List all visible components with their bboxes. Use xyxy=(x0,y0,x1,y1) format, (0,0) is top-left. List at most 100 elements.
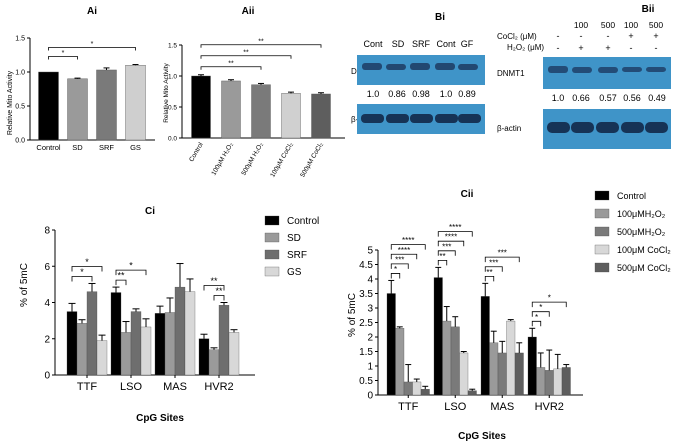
bar xyxy=(506,320,516,396)
chart-title: Aii xyxy=(242,6,255,17)
bar xyxy=(251,84,271,139)
significance-bracket xyxy=(71,276,93,282)
actin-bands xyxy=(547,122,668,133)
ratio: 0.49 xyxy=(648,93,666,103)
band xyxy=(410,114,433,123)
bar xyxy=(208,349,220,376)
band xyxy=(435,63,455,70)
treatment-mark: + xyxy=(653,31,658,41)
significance-bracket xyxy=(48,56,78,60)
significance-label: *** xyxy=(498,249,507,258)
bar xyxy=(86,291,98,376)
chart-ci: Ci % of 5mC CpG Sites 0 2 4 6 8 TTF LSO MAS HVR2… xyxy=(19,206,319,424)
bar xyxy=(480,296,490,396)
significance-bracket xyxy=(115,269,147,276)
treatment-mark: + xyxy=(578,43,583,53)
bar xyxy=(433,277,443,396)
bar xyxy=(420,389,430,396)
lane-label: SD xyxy=(392,39,405,49)
y-tick-label: 4 xyxy=(44,298,50,309)
legend-label: 500μM CoCl₂ xyxy=(617,263,671,273)
y-tick-label: 0.5 xyxy=(15,103,25,110)
conc-label: 500 xyxy=(601,20,615,30)
x-tick-label: 100μM CoCl₂ xyxy=(269,141,295,178)
x-tick-label: TTF xyxy=(398,401,418,413)
band xyxy=(362,63,382,70)
bar xyxy=(198,338,210,376)
y-tick-label: 4.5 xyxy=(359,260,373,271)
band xyxy=(410,63,430,70)
bar xyxy=(544,370,554,396)
significance-bracket xyxy=(531,320,542,327)
conc-label: 100 xyxy=(574,20,588,30)
band xyxy=(435,114,458,123)
significance-label: *** xyxy=(442,242,451,251)
y-tick-label: 5 xyxy=(367,246,373,257)
bar xyxy=(228,332,240,376)
lane-label: GF xyxy=(461,39,474,49)
legend-swatch xyxy=(594,244,610,255)
y-tick-label: 6 xyxy=(44,262,50,273)
significance-bracket xyxy=(115,279,127,286)
treatment-mark: - xyxy=(557,31,560,41)
significance-bracket xyxy=(390,273,401,279)
bar xyxy=(386,293,396,396)
significance-label: * xyxy=(91,41,94,48)
legend-label: 100μMH₂O₂ xyxy=(617,209,666,219)
bar xyxy=(140,326,152,376)
blot-title: Bii xyxy=(642,4,655,15)
bar xyxy=(221,80,241,139)
bar xyxy=(67,78,88,141)
significance-bracket xyxy=(437,240,465,247)
cocl2-label: CoCl₂ (μM) xyxy=(497,32,537,41)
treatment-mark: - xyxy=(580,31,583,41)
significance-label: * xyxy=(535,313,538,322)
chart-body: 0.0 0.5 1.0 1.5 Control 100μM H₂O₂ 500μM H₂O₂ 1… xyxy=(168,38,345,179)
significance-bracket xyxy=(390,253,418,260)
significance-label: * xyxy=(85,257,89,267)
band xyxy=(386,114,409,123)
ratio: 0.89 xyxy=(458,89,476,99)
x-axis-label: CpG Sites xyxy=(458,431,506,442)
blot-bi: Bi Cont SD SRF Cont GF DNMT1 1.0 0.86 0.… xyxy=(351,12,485,134)
y-tick-label: 0 xyxy=(367,391,373,402)
ratio: 1.0 xyxy=(440,89,453,99)
bar xyxy=(527,336,537,396)
legend-swatch xyxy=(594,208,610,219)
ratio: 0.86 xyxy=(388,89,406,99)
significance-label: * xyxy=(548,294,551,303)
significance-label: * xyxy=(80,267,84,277)
significance-bracket xyxy=(437,260,448,266)
treatment-mark: + xyxy=(605,43,610,53)
significance-bracket xyxy=(390,244,426,250)
legend-label: SD xyxy=(287,233,301,244)
cocl2-row: - - - + + xyxy=(557,31,659,41)
significance-bracket xyxy=(48,47,136,51)
significance-bracket xyxy=(390,263,409,269)
legend-swatch xyxy=(264,249,280,260)
bar xyxy=(191,75,211,139)
x-tick-label: GS xyxy=(130,143,141,152)
bar xyxy=(38,71,59,141)
band xyxy=(596,122,619,133)
y-tick-label: 1 xyxy=(367,362,373,373)
significance-label: **** xyxy=(398,246,410,255)
y-tick-label: 8 xyxy=(44,226,50,237)
significance-label: *** xyxy=(395,255,404,264)
chart-body: 0.0 0.5 1.0 1.5 Control SD SRF GS * * xyxy=(15,35,155,152)
band xyxy=(386,64,406,70)
protein-label: DNMT1 xyxy=(497,69,525,78)
y-tick-label: 0.0 xyxy=(168,135,177,142)
significance-label: * xyxy=(394,265,397,274)
significance-bracket xyxy=(203,285,225,291)
legend-swatch xyxy=(594,190,610,201)
y-tick-label: 4 xyxy=(367,275,373,286)
bar xyxy=(561,367,571,396)
significance-bracket xyxy=(484,256,520,263)
ratio: 0.56 xyxy=(623,93,641,103)
bar xyxy=(76,323,88,376)
dnmt1-bands xyxy=(548,66,666,73)
bar xyxy=(311,93,331,139)
bar xyxy=(467,390,477,396)
bar xyxy=(154,313,166,376)
